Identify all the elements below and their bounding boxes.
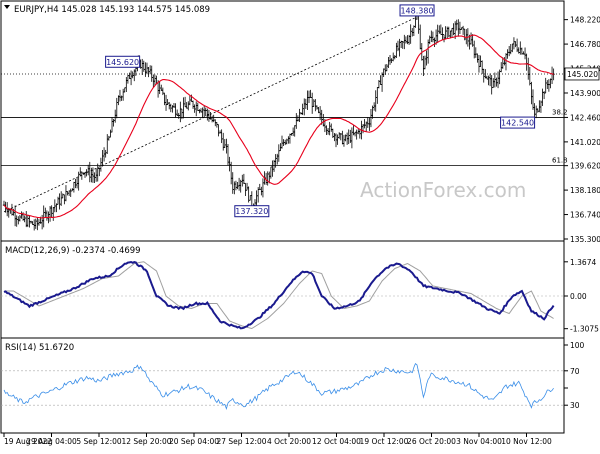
x-tick-label: 26 Oct 20:00: [407, 437, 456, 446]
x-tick-label: 29 Aug 04:00: [26, 437, 77, 446]
x-tick-label: 12 Sep 20:00: [121, 437, 171, 446]
macd-label: MACD(12,26,9) -0.2374 -0.4699: [5, 246, 141, 256]
rsi-line: [3, 362, 554, 410]
y-tick-label-main: 146.780: [570, 40, 600, 49]
fib-level-label: 61.8: [552, 157, 568, 165]
rsi-panel-frame: [0, 337, 565, 434]
macd-line: [3, 260, 555, 330]
x-tick-label: 12 Oct 04:00: [312, 437, 361, 446]
y-tick-label-rsi: 70: [570, 367, 580, 376]
price-annotation-box: [500, 116, 536, 129]
y-tick-label-main: 142.460: [570, 113, 600, 122]
macd-signal-line: [4, 261, 554, 330]
y-tick-label-rsi: 100: [570, 341, 585, 350]
macd-panel-frame: [0, 240, 565, 339]
current-price-label: 145.020: [567, 70, 598, 79]
price-annotation-label: 145.620: [106, 58, 139, 67]
dropdown-icon: [4, 5, 10, 9]
current-price-tag: 145.020: [564, 67, 600, 81]
y-tick-label-main: 135.300: [570, 235, 600, 244]
price-annotation: 137.320: [234, 205, 270, 218]
x-tick-label: 20 Sep 04:00: [169, 437, 219, 446]
watermark: ActionForex.com: [360, 178, 526, 202]
x-tick-label: 27 Sep 12:00: [216, 437, 266, 446]
y-tick-label-main: 148.220: [570, 16, 600, 25]
x-tick-label: 4 Oct 20:00: [267, 437, 311, 446]
price-annotation-box: [399, 4, 435, 17]
x-tick-label: 19 Oct 12:00: [360, 437, 409, 446]
y-tick-label-main: 136.740: [570, 211, 600, 220]
price-annotation-box: [105, 55, 141, 68]
fib-level-label: 38.2: [552, 108, 568, 116]
current-price-box: [564, 67, 600, 81]
price-annotation-box: [234, 205, 270, 218]
y-tick-label-macd: -1.3075: [570, 325, 599, 334]
price-annotation-label: 142.540: [501, 119, 534, 128]
symbol-label: EURJPY,H4 145.028 145.193 144.575 145.08…: [14, 5, 210, 15]
y-tick-label-rsi: 30: [570, 401, 580, 410]
x-tick-label: 3 Nov 04:00: [456, 437, 502, 446]
y-tick-label-main: 143.900: [570, 89, 600, 98]
price-annotation-label: 148.380: [400, 6, 433, 15]
x-tick-label: 10 Nov 12:00: [501, 437, 552, 446]
x-tick-label: 19 Aug 2022: [4, 437, 52, 446]
price-annotation: 148.380: [399, 4, 435, 17]
moving-average-line: [3, 34, 554, 219]
y-tick-label-macd: 0.00: [570, 292, 587, 301]
y-tick-label-main: 141.020: [570, 138, 600, 147]
rsi-label: RSI(14) 51.6720: [5, 343, 74, 353]
y-tick-label-main: 139.620: [570, 162, 600, 171]
main-panel-frame: [0, 0, 565, 242]
x-tick-label: 5 Sep 12:00: [76, 437, 122, 446]
y-tick-label-main: 138.180: [570, 186, 600, 195]
y-tick-label-macd: 1.3674: [570, 258, 596, 267]
price-annotation-label: 137.320: [235, 207, 268, 216]
price-annotation: 142.540: [500, 116, 536, 129]
price-annotation: 145.620: [105, 55, 141, 68]
